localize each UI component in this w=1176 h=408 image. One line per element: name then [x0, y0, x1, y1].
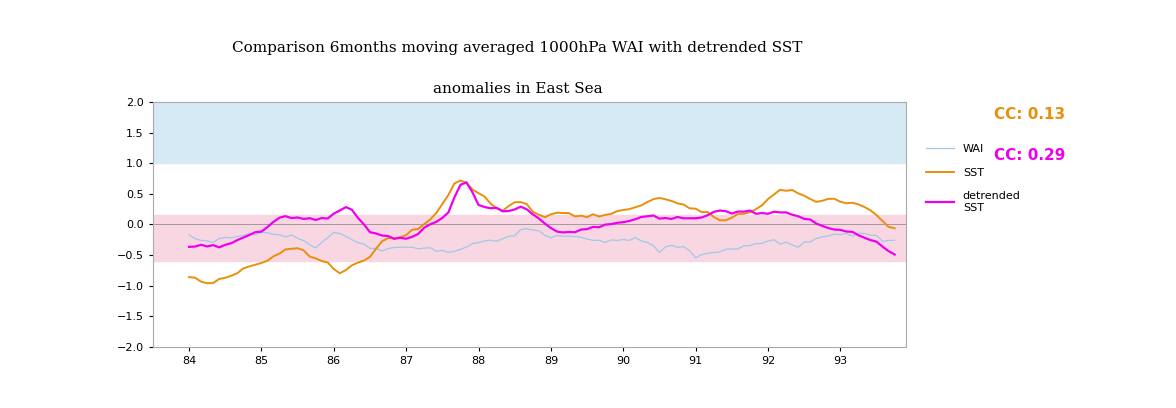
SST	[182, 275, 196, 279]
WAI	[749, 241, 763, 246]
SST	[429, 211, 443, 215]
WAI	[888, 238, 902, 243]
detrended
SST	[730, 209, 744, 214]
Text: Comparison 6months moving averaged 1000hPa WAI with detrended SST: Comparison 6months moving averaged 1000h…	[232, 41, 803, 55]
WAI	[689, 255, 703, 260]
SST	[333, 271, 347, 276]
WAI	[327, 230, 341, 235]
Line: detrended
SST: detrended SST	[189, 182, 895, 255]
Legend: WAI, SST, detrended
SST: WAI, SST, detrended SST	[927, 144, 1021, 213]
Text: CC: 0.13: CC: 0.13	[994, 107, 1064, 122]
detrended
SST	[460, 180, 474, 185]
Text: CC: 0.29: CC: 0.29	[994, 148, 1065, 162]
detrended
SST	[888, 252, 902, 257]
SST	[454, 178, 468, 183]
detrended
SST	[260, 224, 274, 229]
Line: WAI: WAI	[189, 229, 895, 258]
SST	[888, 226, 902, 231]
Text: anomalies in East Sea: anomalies in East Sea	[433, 82, 602, 95]
WAI	[737, 243, 751, 248]
WAI	[423, 245, 437, 250]
WAI	[182, 232, 196, 237]
WAI	[676, 244, 690, 249]
detrended
SST	[676, 216, 690, 221]
WAI	[520, 226, 534, 231]
Line: SST: SST	[189, 180, 895, 283]
SST	[749, 207, 763, 212]
detrended
SST	[423, 222, 437, 227]
SST	[737, 211, 751, 216]
SST	[200, 281, 214, 286]
WAI	[260, 231, 274, 235]
SST	[682, 206, 696, 211]
Bar	[153, 215, 906, 261]
detrended
SST	[743, 208, 757, 213]
SST	[267, 254, 281, 259]
detrended
SST	[327, 211, 341, 216]
detrended
SST	[182, 244, 196, 249]
Bar	[153, 102, 906, 163]
